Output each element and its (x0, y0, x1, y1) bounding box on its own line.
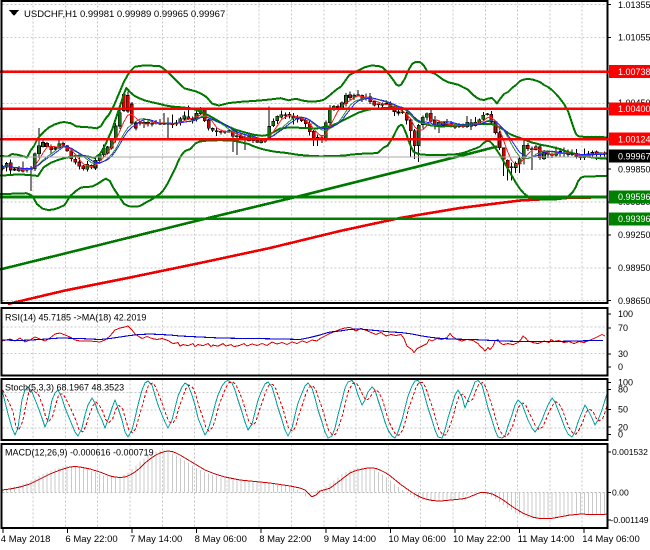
svg-text:8 May 06:00: 8 May 06:00 (195, 534, 247, 545)
svg-text:1.00124: 1.00124 (618, 134, 650, 144)
svg-text:4 May 2018: 4 May 2018 (1, 534, 51, 545)
svg-text:1.01355: 1.01355 (618, 0, 650, 10)
svg-text:0.99967: 0.99967 (618, 151, 650, 161)
svg-text:100: 100 (618, 309, 633, 319)
svg-text:1.00400: 1.00400 (618, 104, 650, 114)
svg-text:20: 20 (618, 422, 628, 432)
svg-text:0.99596: 0.99596 (618, 192, 650, 202)
svg-text:10 May 06:00: 10 May 06:00 (388, 534, 446, 545)
svg-text:50: 50 (618, 405, 628, 415)
svg-text:0: 0 (618, 362, 623, 372)
svg-text:80: 80 (618, 385, 628, 395)
svg-text:0.001532: 0.001532 (612, 447, 648, 457)
svg-text:0.00: 0.00 (612, 488, 629, 498)
svg-text:0: 0 (618, 430, 623, 440)
svg-text:7 May 14:00: 7 May 14:00 (130, 534, 182, 545)
svg-text:MACD(12,26,9) -0.000616 -0.000: MACD(12,26,9) -0.000616 -0.000719 (5, 448, 154, 458)
svg-text:0.99396: 0.99396 (618, 214, 650, 224)
svg-text:1.01055: 1.01055 (618, 33, 650, 43)
svg-text:Stoch(5,3,3) 68.1967 48.3523: Stoch(5,3,3) 68.1967 48.3523 (5, 383, 124, 393)
svg-text:0.98650: 0.98650 (618, 296, 650, 306)
svg-text:RSI(14) 45.7185 ->MA(18) 42.2: RSI(14) 45.7185 ->MA(18) 42.2019 (5, 313, 146, 323)
svg-text:0.99850: 0.99850 (618, 164, 650, 174)
svg-text:-0.001149: -0.001149 (611, 515, 649, 525)
svg-text:6 May 22:00: 6 May 22:00 (65, 534, 117, 545)
svg-text:10 May 22:00: 10 May 22:00 (453, 534, 511, 545)
svg-text:11 May 14:00: 11 May 14:00 (518, 534, 575, 545)
svg-text:14 May 06:00: 14 May 06:00 (582, 534, 640, 545)
svg-text:0.98950: 0.98950 (618, 263, 650, 273)
svg-text:30: 30 (618, 349, 628, 359)
svg-text:USDCHF,H1 0.99981 0.99989 0.9: USDCHF,H1 0.99981 0.99989 0.99965 0.9996… (24, 9, 225, 20)
svg-text:70: 70 (618, 323, 628, 333)
svg-text:8 May 22:00: 8 May 22:00 (259, 534, 311, 545)
svg-text:100: 100 (618, 378, 633, 388)
svg-text:0.99250: 0.99250 (618, 230, 650, 240)
svg-text:1.00738: 1.00738 (618, 67, 650, 77)
svg-text:9 May 14:00: 9 May 14:00 (324, 534, 376, 545)
